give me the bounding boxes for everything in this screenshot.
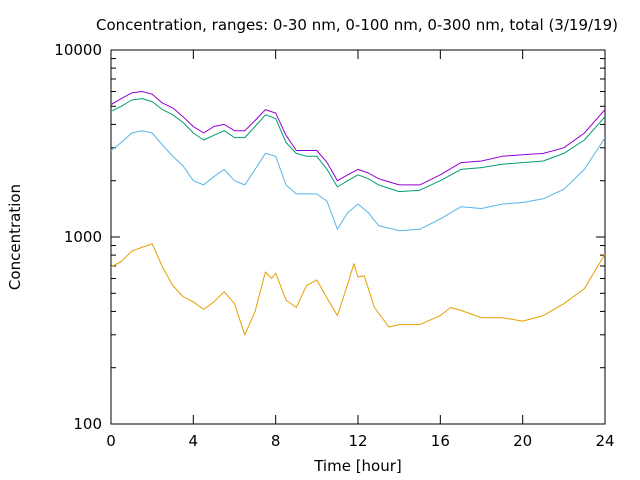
series-line-4 (110, 91, 606, 186)
x-tick-label: 12 (348, 432, 367, 450)
y-axis-label: Concentration (6, 184, 24, 290)
series-line-1 (110, 243, 606, 336)
x-tick-label: 0 (106, 432, 116, 450)
series-group (110, 91, 606, 336)
x-tick-label: 16 (431, 432, 450, 450)
y-tick-label: 1000 (64, 228, 102, 246)
x-tick-label: 24 (595, 432, 614, 450)
y-tick-label: 10000 (54, 41, 102, 59)
x-axis: 0 4 8 12 16 20 24 (106, 50, 615, 450)
x-tick-label: 20 (513, 432, 532, 450)
plot-frame (110, 49, 606, 425)
x-tick-label: 4 (189, 432, 199, 450)
x-tick-label: 8 (271, 432, 281, 450)
chart-title: Concentration, ranges: 0-30 nm, 0-100 nm… (96, 16, 618, 34)
y-tick-label: 100 (73, 415, 102, 433)
y-axis: 100 1000 10000 (54, 41, 605, 433)
x-axis-label: Time [hour] (313, 457, 402, 475)
series-line-3 (110, 98, 606, 193)
series-line-2 (110, 130, 606, 232)
